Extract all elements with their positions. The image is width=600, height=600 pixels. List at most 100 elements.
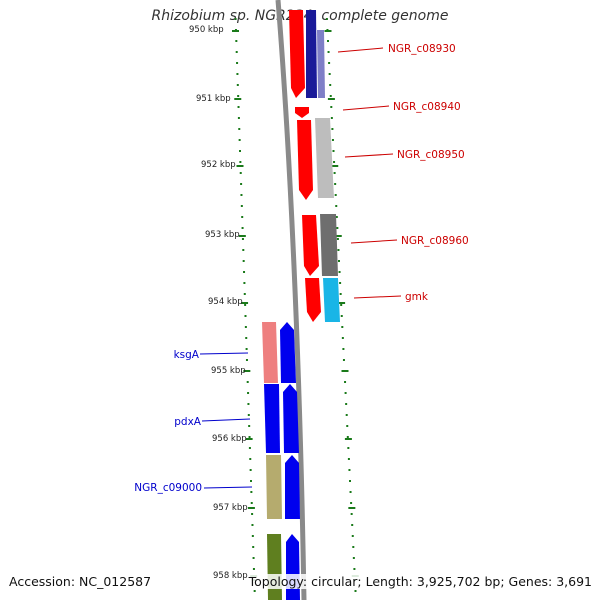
ruler-dot-left	[245, 359, 248, 361]
ruler-dot-right	[334, 183, 337, 185]
ruler-dot-right	[345, 414, 348, 416]
gene-gmk-cyan[interactable]	[323, 278, 340, 322]
ruler-major-tick-right	[324, 30, 332, 32]
ruler-dot-right	[341, 326, 344, 328]
ruler-label-951: 951 kbp	[196, 94, 231, 104]
ruler-dot-left	[241, 227, 244, 229]
ruler-dot-right	[344, 381, 347, 383]
ruler-major-tick-right	[334, 235, 342, 237]
ruler-dot-right	[330, 117, 333, 119]
gene-label-pdxa[interactable]: pdxA	[174, 416, 202, 428]
ruler-ticks	[232, 18, 359, 592]
ruler-major-tick-right	[341, 370, 349, 372]
ruler-dot-left	[247, 403, 250, 405]
gene-pdxa-blue-left[interactable]	[264, 384, 280, 453]
ruler-dot-left	[253, 590, 256, 592]
gene-ngr-c08930-red[interactable]	[289, 10, 305, 98]
gene-ngr-c09000-blue[interactable]	[285, 455, 300, 519]
ruler-dot-left	[249, 458, 252, 460]
ruler-dot-right	[337, 249, 340, 251]
gene-ngr-c09000-khaki[interactable]	[266, 455, 282, 519]
gene-pdxa-blue-right[interactable]	[283, 384, 299, 453]
ruler-dot-left	[242, 249, 245, 251]
ruler-dot-left	[250, 491, 253, 493]
ruler-dot-left	[250, 502, 253, 504]
ruler-dot-left	[247, 414, 250, 416]
ruler-major-tick-right	[331, 165, 339, 167]
ruler-dot-left	[251, 513, 254, 515]
gene-label-ngr-c08960[interactable]: NGR_c08960	[401, 235, 469, 247]
ruler-dot-right	[350, 513, 353, 515]
ruler-dot-left	[238, 139, 241, 141]
gene-ngr-c08960-gray[interactable]	[320, 214, 338, 276]
ruler-major-tick-right	[338, 302, 346, 304]
ruler-label-957: 957 kbp	[213, 503, 248, 513]
ruler-dot-left	[252, 557, 255, 559]
gene-ngr-c08950-red[interactable]	[297, 120, 313, 200]
ruler-dot-left	[245, 348, 248, 350]
ruler-major-tick	[247, 507, 255, 509]
ruler-dot-right	[352, 546, 355, 548]
gene-gmk-red[interactable]	[305, 278, 321, 322]
ruler-major-tick	[238, 235, 246, 237]
gene-lower-blue[interactable]	[286, 534, 300, 600]
ruler-dot-left	[239, 172, 242, 174]
gene-label-ngr-c09000[interactable]: NGR_c09000	[134, 482, 202, 494]
ruler-dot-left	[241, 238, 244, 240]
gene-label-ngr-c08930[interactable]: NGR_c08930	[388, 43, 456, 55]
ruler-dot-left	[239, 161, 242, 163]
ruler-dot-left	[245, 337, 248, 339]
ruler-dot-right	[349, 491, 352, 493]
ruler-major-tick	[236, 165, 244, 167]
gene-ngr-c08940-red[interactable]	[295, 107, 309, 118]
ruler-major-tick	[245, 438, 253, 440]
ruler-dot-right	[338, 260, 340, 262]
ruler-dot-left	[247, 392, 250, 394]
ruler-label-956: 956 kbp	[212, 434, 247, 444]
ruler-dot-right	[345, 403, 348, 405]
ruler-dot-right	[354, 590, 357, 592]
ruler-dot-right	[347, 458, 350, 460]
ruler-dot-left	[237, 117, 240, 119]
ruler-dot-left	[243, 271, 246, 273]
ruler-major-tick-right	[344, 438, 352, 440]
accession-text: Accession: NC_012587	[9, 574, 152, 589]
gene-ngr-c08930-navy[interactable]	[306, 10, 317, 98]
gene-ngr-c08950-gray[interactable]	[315, 118, 334, 198]
ruler-dot-left	[240, 183, 243, 185]
gene-lower-olive[interactable]	[267, 534, 282, 600]
ruler-dot-right	[342, 359, 345, 361]
gene-label-gmk[interactable]: gmk	[405, 291, 429, 303]
gene-ngr-c08930-lightblue[interactable]	[317, 30, 325, 98]
ruler-labels: 950 kbp 951 kbp 952 kbp 953 kbp 954 kbp …	[189, 25, 248, 581]
ruler-dot-left	[237, 95, 240, 97]
ruler-dot-left	[243, 282, 246, 284]
ruler-dot-right	[344, 392, 347, 394]
genome-backbone	[275, 0, 307, 600]
ruler-dot-right	[353, 568, 356, 570]
ruler-dot-left	[235, 51, 238, 53]
gene-label-ngr-c08940[interactable]: NGR_c08940	[393, 101, 461, 113]
ruler-dot-right	[327, 51, 330, 53]
gene-ksga-pink[interactable]	[262, 322, 278, 383]
gene-label-ngr-c08950[interactable]: NGR_c08950	[397, 149, 465, 161]
ruler-dot-right	[325, 18, 328, 20]
ruler-dot-left	[242, 260, 245, 262]
ruler-major-tick-right	[348, 507, 356, 509]
gene-ksga-blue[interactable]	[280, 322, 296, 383]
ruler-dot-right	[347, 447, 350, 449]
ruler-dot-left	[251, 535, 254, 537]
ruler-dot-right	[342, 348, 345, 350]
ruler-dot-right	[349, 480, 351, 482]
ruler-dot-right	[331, 128, 334, 130]
ruler-dot-left	[248, 447, 251, 449]
ruler-dot-right	[350, 502, 353, 504]
gene-label-ksga[interactable]: ksgA	[174, 349, 200, 361]
ruler-dot-right	[351, 535, 354, 537]
ruler-dot-left	[250, 480, 252, 482]
ruler-dot-left	[252, 568, 255, 570]
ruler-dot-left	[244, 304, 247, 306]
gene-ngr-c08960-red[interactable]	[302, 215, 319, 276]
ruler-major-tick	[234, 98, 242, 100]
